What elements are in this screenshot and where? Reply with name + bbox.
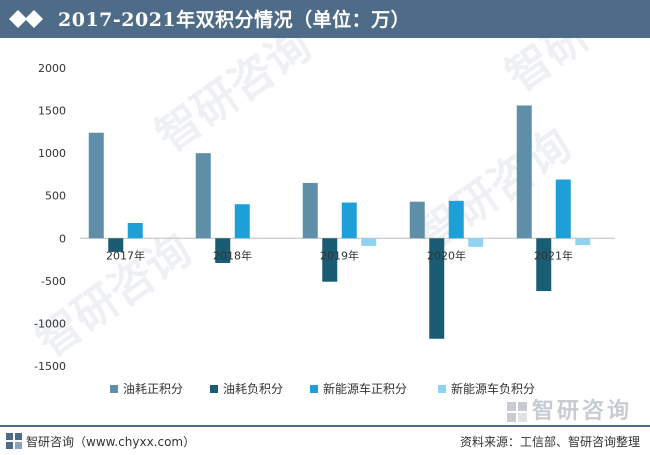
bar	[468, 238, 484, 247]
y-tick-label: 500	[45, 190, 66, 203]
legend-label: 新能源车负积分	[451, 381, 535, 396]
x-tick-label: 2017年	[106, 248, 145, 262]
legend-swatch	[438, 385, 446, 393]
bar	[536, 238, 552, 292]
bar	[361, 238, 377, 246]
footer-bar: 智研咨询（www.chyxx.com） 资料来源：工信部、智研咨询整理	[0, 425, 650, 455]
x-tick-label: 2018年	[213, 248, 252, 262]
bar	[302, 182, 318, 239]
brand-logo-icon	[506, 402, 527, 422]
x-tick-label: 2019年	[320, 248, 359, 262]
y-tick-label: -1500	[34, 360, 66, 373]
watermark-logo: 智研咨询	[506, 393, 632, 425]
bar	[195, 153, 211, 239]
legend-swatch	[210, 385, 218, 393]
legend-label: 油耗负积分	[223, 382, 283, 396]
legend-label: 新能源车正积分	[323, 381, 407, 396]
y-tick-label: -500	[41, 275, 66, 288]
bar	[409, 201, 425, 239]
bar	[127, 222, 143, 239]
bar-chart: 智研咨询 智研咨询 智研咨询 智研 2000150010005000-500-1…	[27, 38, 615, 396]
svg-text:智研: 智研	[497, 38, 598, 102]
brand-logo-icon	[6, 433, 22, 449]
bar	[322, 238, 338, 282]
bar	[108, 238, 124, 252]
y-tick-label: 1500	[38, 105, 66, 118]
bar	[234, 204, 250, 239]
legend-swatch	[110, 385, 118, 393]
bar	[448, 200, 464, 239]
y-tick-label: 1000	[38, 147, 66, 160]
bar	[215, 238, 231, 263]
chart-title: 2017-2021年双积分情况（单位：万）	[58, 9, 411, 31]
bar	[341, 202, 357, 239]
y-tick-label: 0	[59, 232, 66, 245]
bar	[575, 238, 591, 246]
legend-label: 油耗正积分	[123, 382, 183, 396]
bar	[88, 132, 104, 239]
footer-site[interactable]: 智研咨询（www.chyxx.com）	[26, 435, 196, 449]
x-tick-label: 2020年	[427, 248, 466, 262]
x-tick-label: 2021年	[534, 248, 573, 262]
bar	[429, 238, 445, 339]
bar	[555, 179, 571, 239]
y-tick-label: 2000	[38, 62, 66, 75]
svg-text:智研咨询: 智研咨询	[147, 38, 320, 162]
legend-swatch	[310, 385, 318, 393]
y-tick-label: -1000	[34, 317, 66, 330]
footer-source: 资料来源：工信部、智研咨询整理	[459, 435, 640, 449]
bar	[516, 105, 532, 239]
title-bar: 2017-2021年双积分情况（单位：万）	[0, 0, 650, 38]
diamond-arrows-icon	[9, 10, 43, 28]
